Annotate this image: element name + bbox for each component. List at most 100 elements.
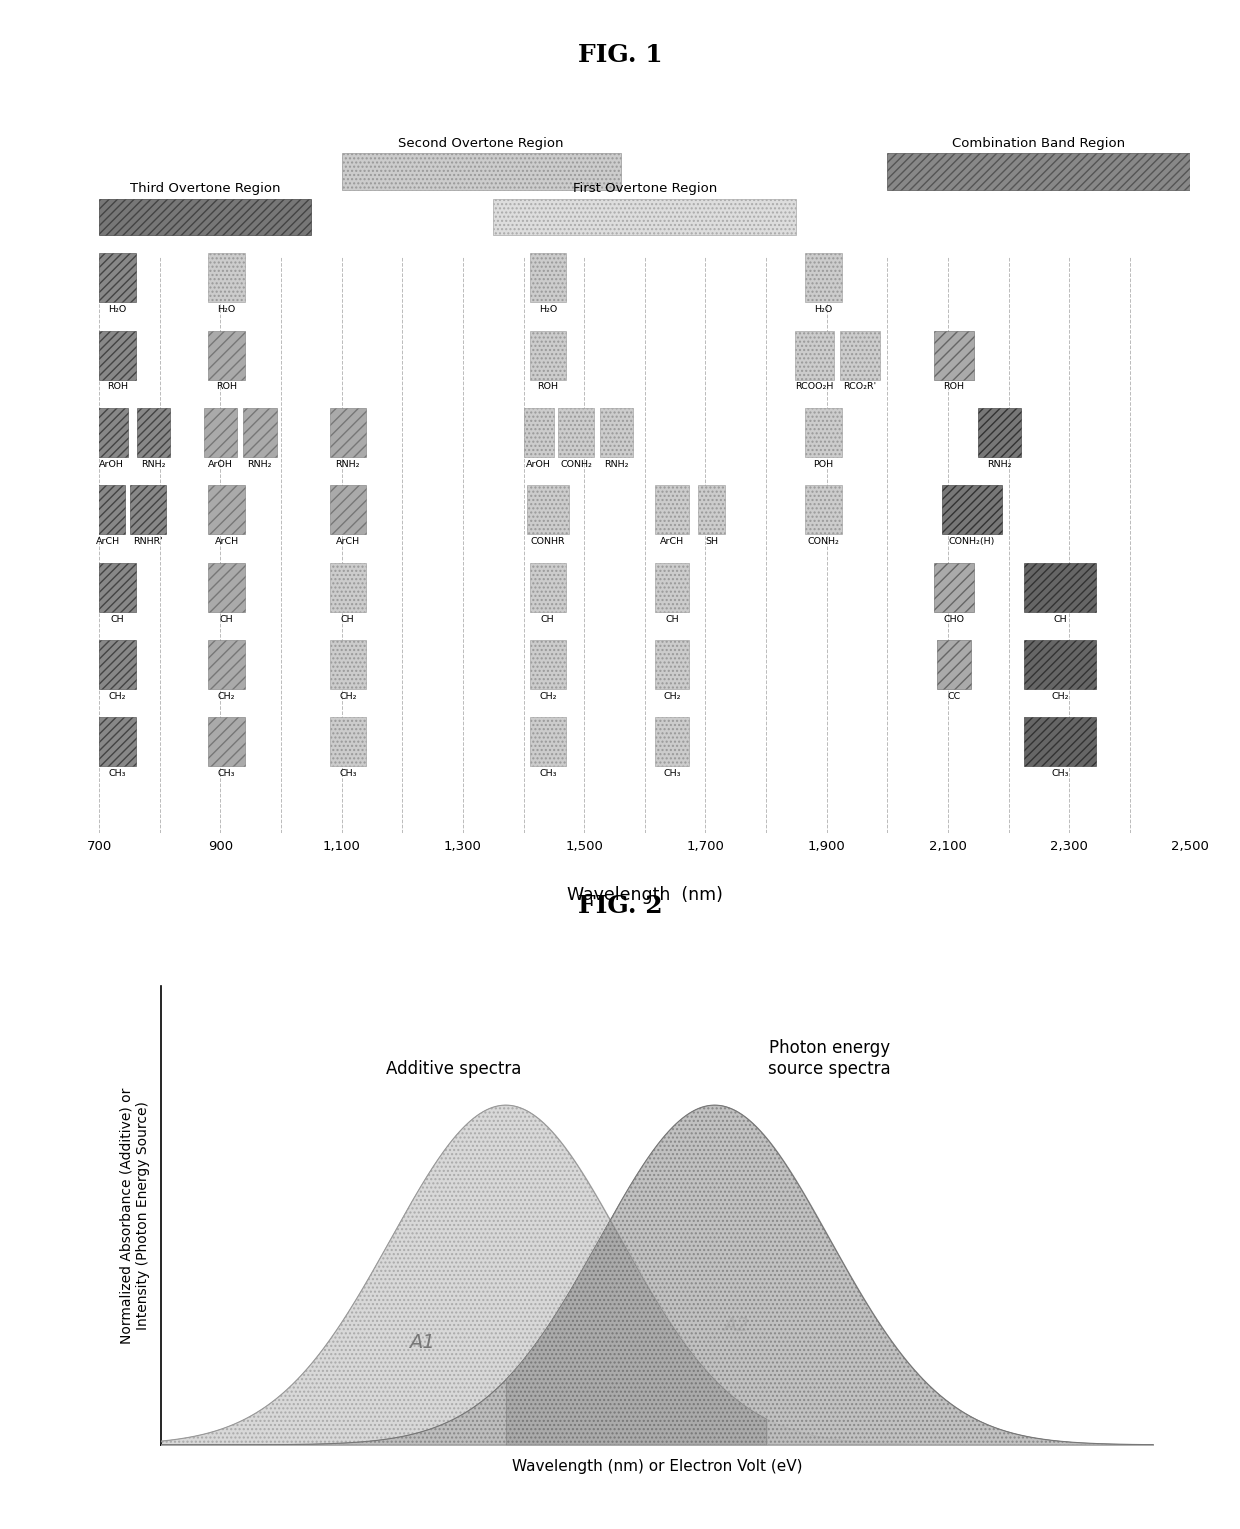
Bar xyxy=(208,254,244,303)
Bar xyxy=(529,254,565,303)
Text: CH₂: CH₂ xyxy=(218,693,236,700)
Bar xyxy=(330,717,366,766)
Bar xyxy=(94,408,128,457)
Text: A1: A1 xyxy=(409,1333,435,1353)
Bar xyxy=(208,330,244,379)
Bar xyxy=(529,641,565,690)
Bar xyxy=(523,408,554,457)
Bar xyxy=(330,485,366,534)
Text: Wavelength  (nm): Wavelength (nm) xyxy=(567,885,723,904)
Bar xyxy=(934,330,973,379)
Text: RNHR': RNHR' xyxy=(133,537,162,546)
Text: CHO: CHO xyxy=(944,615,965,624)
Text: 900: 900 xyxy=(208,841,233,853)
Text: CONH₂: CONH₂ xyxy=(560,460,593,469)
Bar xyxy=(934,563,973,612)
Text: ArCH: ArCH xyxy=(97,537,120,546)
Bar xyxy=(656,485,688,534)
Bar xyxy=(698,485,725,534)
Text: A2: A2 xyxy=(723,1316,749,1335)
Bar xyxy=(243,408,277,457)
Bar xyxy=(342,153,620,190)
Text: CH: CH xyxy=(219,615,233,624)
Text: ROH: ROH xyxy=(537,382,558,391)
Bar xyxy=(806,485,842,534)
Text: 1,300: 1,300 xyxy=(444,841,482,853)
Y-axis label: Normalized Absorbance (Additive) or
Intensity (Photon Energy Source): Normalized Absorbance (Additive) or Inte… xyxy=(120,1087,150,1344)
Text: 2,100: 2,100 xyxy=(929,841,967,853)
Text: CH₂: CH₂ xyxy=(663,693,681,700)
Bar xyxy=(888,153,1190,190)
Text: H₂O: H₂O xyxy=(538,306,557,313)
Bar xyxy=(129,485,166,534)
Text: CH₃: CH₃ xyxy=(1052,769,1069,778)
Text: CH: CH xyxy=(541,615,554,624)
Text: SH: SH xyxy=(706,537,718,546)
Bar xyxy=(1024,641,1096,690)
Text: CH: CH xyxy=(666,615,678,624)
Text: ROH: ROH xyxy=(944,382,965,391)
Text: 2,300: 2,300 xyxy=(1050,841,1087,853)
Text: ArCH: ArCH xyxy=(660,537,684,546)
Bar xyxy=(529,330,565,379)
Text: CH₃: CH₃ xyxy=(109,769,126,778)
Bar xyxy=(330,563,366,612)
Bar xyxy=(656,563,688,612)
Text: First Overtone Region: First Overtone Region xyxy=(573,182,717,196)
Text: ROH: ROH xyxy=(216,382,237,391)
Text: H₂O: H₂O xyxy=(108,306,126,313)
Bar xyxy=(138,408,170,457)
Bar xyxy=(1024,717,1096,766)
Text: CH₃: CH₃ xyxy=(539,769,557,778)
Text: CH₂: CH₂ xyxy=(339,693,357,700)
Bar xyxy=(99,717,135,766)
Text: ArOH: ArOH xyxy=(526,460,551,469)
Text: CONHR: CONHR xyxy=(531,537,565,546)
X-axis label: Wavelength (nm) or Electron Volt (eV): Wavelength (nm) or Electron Volt (eV) xyxy=(512,1459,802,1474)
Bar xyxy=(600,408,632,457)
Text: ArCH: ArCH xyxy=(215,537,238,546)
Text: H₂O: H₂O xyxy=(815,306,833,313)
Bar xyxy=(937,641,971,690)
Text: Combination Band Region: Combination Band Region xyxy=(952,136,1126,150)
Text: FIG. 1: FIG. 1 xyxy=(578,43,662,67)
Bar xyxy=(99,641,135,690)
Bar xyxy=(806,254,842,303)
Bar xyxy=(806,408,842,457)
Bar xyxy=(656,641,688,690)
Bar xyxy=(978,408,1021,457)
Text: CH₃: CH₃ xyxy=(339,769,357,778)
Text: ROH: ROH xyxy=(107,382,128,391)
Text: RNH₂: RNH₂ xyxy=(336,460,360,469)
Text: CH: CH xyxy=(1053,615,1066,624)
Bar xyxy=(656,717,688,766)
Bar xyxy=(527,485,569,534)
Text: CH: CH xyxy=(110,615,124,624)
Text: CH₂: CH₂ xyxy=(1052,693,1069,700)
Text: RNH₂: RNH₂ xyxy=(141,460,166,469)
Text: Photon energy
source spectra: Photon energy source spectra xyxy=(769,1040,890,1078)
Text: RCO₂R': RCO₂R' xyxy=(843,382,877,391)
Bar xyxy=(99,330,135,379)
Text: 1,900: 1,900 xyxy=(807,841,846,853)
Text: CC: CC xyxy=(947,693,961,700)
Text: Second Overtone Region: Second Overtone Region xyxy=(398,136,564,150)
Text: Additive spectra: Additive spectra xyxy=(386,1060,521,1078)
Text: CONH₂: CONH₂ xyxy=(807,537,839,546)
Text: CH₂: CH₂ xyxy=(109,693,126,700)
Bar xyxy=(99,199,311,235)
Text: ArCH: ArCH xyxy=(336,537,360,546)
Text: FIG. 2: FIG. 2 xyxy=(578,894,662,919)
Bar xyxy=(92,485,125,534)
Bar xyxy=(99,254,135,303)
Text: ArOH: ArOH xyxy=(99,460,124,469)
Bar xyxy=(795,330,835,379)
Text: A3: A3 xyxy=(610,1402,631,1420)
Text: RNH₂: RNH₂ xyxy=(604,460,629,469)
Bar xyxy=(330,641,366,690)
Bar xyxy=(529,563,565,612)
Text: Third Overtone Region: Third Overtone Region xyxy=(130,182,280,196)
Bar xyxy=(208,717,244,766)
Bar xyxy=(841,330,879,379)
Text: POH: POH xyxy=(813,460,833,469)
